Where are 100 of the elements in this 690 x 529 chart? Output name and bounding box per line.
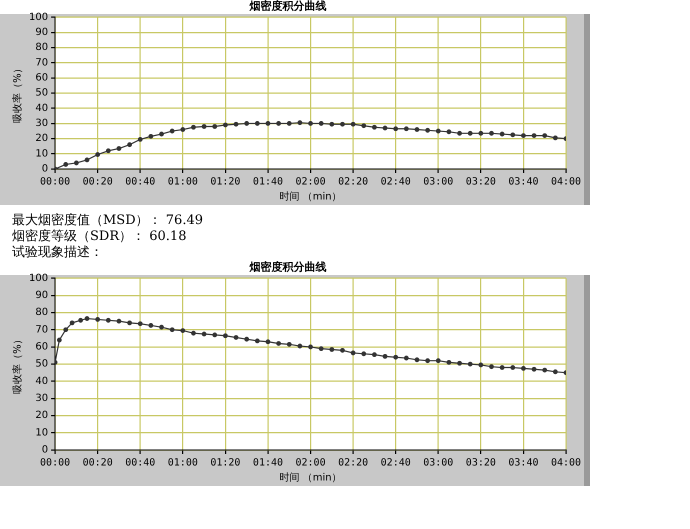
point	[340, 122, 345, 127]
x-tick-label: 03:20	[466, 176, 496, 188]
point	[127, 320, 132, 326]
point	[478, 130, 484, 136]
text: 试验现象描述：	[12, 245, 104, 261]
y-tick-label: 60	[35, 342, 48, 353]
point	[372, 124, 377, 130]
point	[191, 330, 196, 336]
x-tick-label: 03:00	[423, 176, 454, 188]
point	[266, 121, 270, 126]
y-tick-label: 70	[35, 57, 48, 68]
x-tick-label: 02:20	[338, 176, 368, 188]
x-tick-label: 02:40	[380, 458, 411, 469]
point	[106, 148, 111, 154]
point	[414, 127, 420, 132]
point	[308, 344, 313, 350]
point	[202, 124, 207, 129]
point	[372, 352, 377, 358]
point	[148, 323, 154, 328]
point	[532, 133, 536, 138]
point	[361, 123, 366, 128]
y-tick-label: 0	[42, 164, 48, 175]
point	[159, 132, 164, 136]
y-tick-label: 80	[35, 307, 48, 318]
y-tick-label: 30	[35, 393, 48, 404]
point	[222, 122, 228, 128]
point	[552, 135, 558, 140]
point	[127, 142, 132, 148]
x-tick-label: 00:40	[125, 458, 156, 469]
y-tick-label: 0	[42, 444, 48, 456]
point	[532, 366, 536, 372]
point	[340, 348, 345, 353]
y-tick-label: 90	[35, 290, 48, 301]
x-tick-label: 01:40	[252, 176, 284, 188]
point	[489, 130, 494, 136]
x-tick-label: 04:00	[550, 176, 582, 188]
x-tick-label: 01:40	[252, 458, 284, 469]
point	[457, 360, 462, 366]
y-tick-label: 100	[28, 272, 48, 284]
point	[446, 360, 452, 365]
point	[116, 318, 122, 324]
x-tick-label: 02:00	[295, 458, 326, 469]
y-tick-label: 20	[35, 133, 48, 144]
point	[63, 327, 68, 332]
point	[298, 344, 302, 348]
point	[361, 351, 366, 356]
point	[489, 364, 494, 370]
point	[276, 341, 282, 346]
y-tick-label: 50	[35, 358, 48, 370]
point	[425, 128, 430, 133]
point	[78, 318, 84, 323]
point	[425, 358, 430, 364]
point	[298, 120, 302, 126]
y-tick-label: 70	[35, 324, 48, 336]
x-tick-label: 02:20	[338, 458, 368, 469]
point	[521, 133, 526, 138]
y-tick-label: 40	[35, 376, 48, 387]
point	[244, 336, 250, 342]
point	[84, 316, 90, 321]
point	[318, 121, 324, 126]
x-tick-label: 03:00	[423, 458, 454, 469]
x-tick-label: 00:20	[82, 176, 113, 188]
x-tick-label: 02:40	[380, 176, 411, 188]
point	[116, 146, 122, 151]
point	[212, 332, 218, 338]
point	[74, 160, 79, 166]
point	[414, 357, 420, 362]
point	[244, 121, 250, 126]
y-tick-label: 100	[28, 12, 48, 23]
point	[436, 128, 441, 134]
x-tick-label: 01:20	[210, 458, 240, 469]
chart-title: 烟密度积分曲线	[248, 0, 326, 12]
x-axis-title: 时间 （min）	[280, 190, 342, 203]
point	[63, 162, 68, 167]
point	[318, 346, 324, 352]
point	[478, 362, 484, 368]
x-tick-label: 03:40	[508, 458, 538, 469]
y-tick-label: 30	[35, 118, 48, 130]
x-tick-label: 01:00	[168, 176, 198, 188]
point	[170, 327, 175, 332]
chart-title: 烟密度积分曲线	[248, 260, 326, 274]
x-tick-label: 00:40	[125, 176, 156, 188]
y-tick-label: 50	[35, 88, 48, 99]
point	[552, 369, 558, 374]
point	[542, 133, 548, 138]
point	[170, 128, 175, 134]
point	[468, 130, 473, 136]
point	[286, 121, 292, 126]
point	[212, 124, 218, 129]
point	[350, 122, 356, 127]
x-tick-label: 02:00	[295, 176, 326, 188]
x-tick-label: 03:40	[508, 176, 538, 188]
point	[222, 333, 228, 338]
point	[436, 358, 441, 364]
point	[148, 134, 154, 139]
point	[500, 365, 505, 370]
point	[350, 350, 356, 356]
point	[404, 126, 409, 132]
point	[106, 318, 111, 323]
y-tick-label: 20	[35, 410, 48, 422]
